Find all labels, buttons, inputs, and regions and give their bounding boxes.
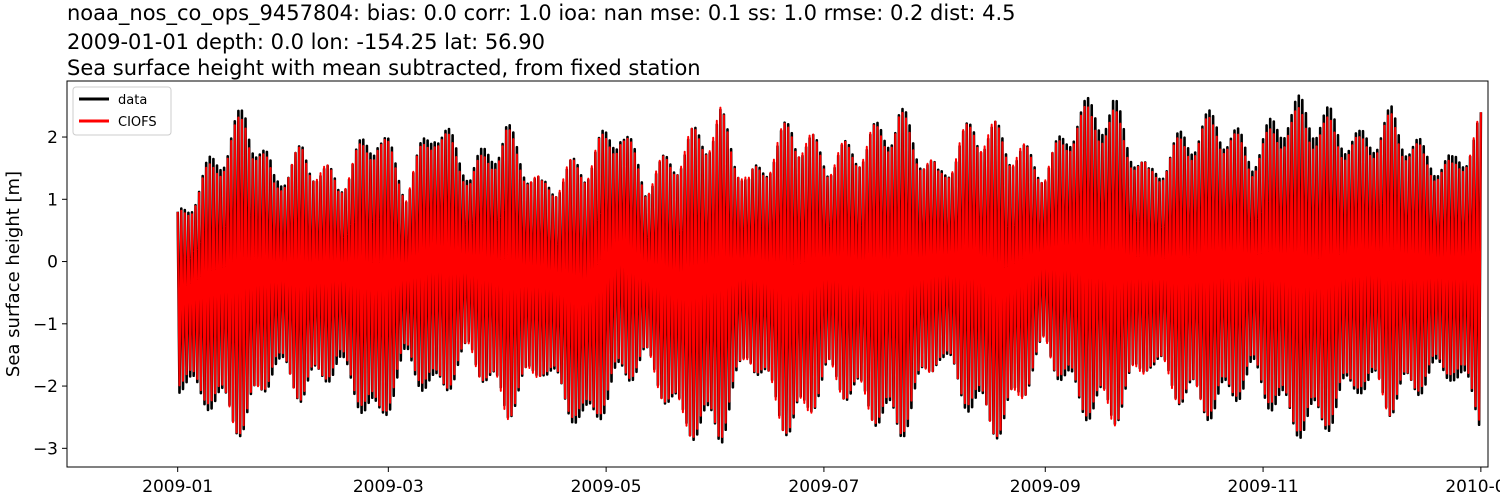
series-layer (176, 94, 1483, 444)
y-tick-label: −1 (33, 315, 58, 335)
x-tick-label: 2009-07 (788, 477, 859, 497)
y-tick-label: 1 (47, 190, 58, 210)
chart-stats-title: noaa_nos_co_ops_9457804: bias: 0.0 corr:… (67, 1, 1016, 25)
x-tick-label: 2009-01 (142, 477, 213, 497)
legend-label-data: data (118, 93, 147, 108)
y-tick-label: 0 (47, 253, 58, 273)
legend-label-ciofs: CIOFS (118, 115, 157, 130)
x-tick-label: 2009-09 (1010, 477, 1081, 497)
x-tick-label: 2009-11 (1228, 477, 1299, 497)
y-axis-label: Sea surface height [m] (3, 171, 24, 377)
x-axis: 2009-01 2009-03 2009-05 2009-07 2009-09 2009-… (142, 467, 1500, 497)
y-tick-label: −2 (33, 377, 58, 397)
series-line-ciofs (176, 105, 1482, 438)
x-tick-label: 2009-03 (353, 477, 424, 497)
axes-frame (66, 80, 1489, 468)
y-tick-label: 2 (47, 128, 58, 148)
legend: data CIOFS (72, 86, 172, 136)
x-tick-label: 2010-01 (1445, 477, 1500, 497)
chart-title: Sea surface height with mean subtracted,… (67, 56, 701, 80)
x-tick-label: 2009-05 (571, 477, 642, 497)
y-axis: 2 1 0 −1 −2 −3 (33, 128, 67, 459)
chart-location-title: 2009-01-01 depth: 0.0 lon: -154.25 lat: … (67, 30, 545, 54)
y-tick-label: −3 (33, 439, 58, 459)
